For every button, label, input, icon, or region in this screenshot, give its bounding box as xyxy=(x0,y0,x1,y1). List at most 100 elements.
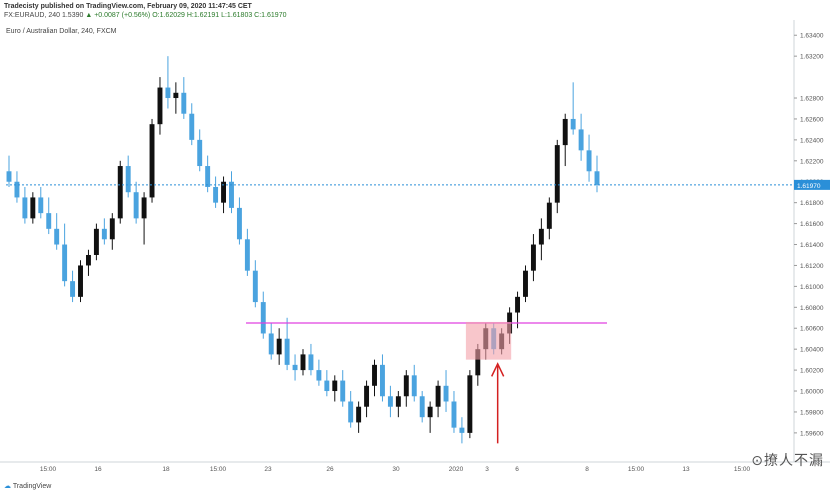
candle-body[interactable] xyxy=(30,197,36,219)
x-tick-label: 13 xyxy=(682,466,690,473)
candle-body[interactable] xyxy=(109,218,115,240)
candle-body[interactable] xyxy=(530,244,536,271)
candle-body[interactable] xyxy=(181,92,187,114)
candle-body[interactable] xyxy=(236,207,242,240)
candle-body[interactable] xyxy=(419,396,425,418)
y-tick-label: 1.60600 xyxy=(800,326,824,333)
y-tick-label: 1.59800 xyxy=(800,409,824,416)
candle-body[interactable] xyxy=(213,186,219,203)
x-tick-label: 18 xyxy=(162,466,170,473)
candle-body[interactable] xyxy=(229,181,234,208)
candle-body[interactable] xyxy=(244,239,250,271)
candle-body[interactable] xyxy=(197,139,203,167)
candle-body[interactable] xyxy=(316,370,322,381)
candle-body[interactable] xyxy=(554,145,560,203)
chart-header: Tradecisty published on TradingView.com,… xyxy=(4,2,286,20)
candle-body[interactable] xyxy=(467,375,473,433)
x-tick-label: 16 xyxy=(94,466,102,473)
candle-body[interactable] xyxy=(173,92,179,99)
y-tick-label: 1.62600 xyxy=(800,116,824,123)
candle-body[interactable] xyxy=(308,354,314,371)
candle-body[interactable] xyxy=(268,333,274,355)
candle-body[interactable] xyxy=(133,192,139,219)
candle-body[interactable] xyxy=(189,113,195,140)
candle-body[interactable] xyxy=(70,281,76,297)
candle-body[interactable] xyxy=(157,87,163,125)
candle-body[interactable] xyxy=(546,202,552,229)
y-tick-label: 1.61600 xyxy=(800,221,824,228)
symbol-info: FX:EURAUD, 240 1.5390 xyxy=(4,12,84,19)
candle-body[interactable] xyxy=(78,265,83,297)
candle-body[interactable] xyxy=(101,228,107,240)
candle-body[interactable] xyxy=(372,364,377,386)
candle-body[interactable] xyxy=(117,166,123,219)
retest-zone[interactable] xyxy=(465,321,512,360)
candle-body[interactable] xyxy=(252,270,258,303)
candle-body[interactable] xyxy=(284,338,290,365)
watermark: ⊙撩人不漏 xyxy=(751,453,824,469)
candle-body[interactable] xyxy=(22,197,28,219)
candle-body[interactable] xyxy=(538,228,544,245)
candle-body[interactable] xyxy=(205,166,211,187)
logo-text: TradingView xyxy=(12,483,52,490)
x-tick-label: 2020 xyxy=(449,466,464,473)
candle-body[interactable] xyxy=(125,166,131,193)
candle-body[interactable] xyxy=(356,406,362,423)
ohlc-values: O:1.62029 H:1.62191 L:1.61803 C:1.61970 xyxy=(152,12,287,19)
candle-body[interactable] xyxy=(570,118,576,130)
candle-body[interactable] xyxy=(395,396,401,407)
candle-body[interactable] xyxy=(475,349,481,376)
candle-body[interactable] xyxy=(221,181,227,203)
candle-body[interactable] xyxy=(46,213,52,229)
candle-body[interactable] xyxy=(411,375,417,397)
price-change: ▲ +0.0087 (+0.56%) xyxy=(85,12,151,19)
candle-body[interactable] xyxy=(364,385,370,407)
y-tick-label: 1.63200 xyxy=(800,54,824,61)
candle-body[interactable] xyxy=(38,197,44,214)
candle-body[interactable] xyxy=(340,380,346,402)
y-tick-label: 1.61800 xyxy=(800,200,824,207)
candle-body[interactable] xyxy=(300,354,306,371)
candle-body[interactable] xyxy=(515,296,521,313)
candle-body[interactable] xyxy=(348,401,354,423)
candle-body[interactable] xyxy=(403,375,409,397)
candle-body[interactable] xyxy=(459,427,465,433)
candle-body[interactable] xyxy=(586,150,592,172)
y-tick-label: 1.60400 xyxy=(800,347,824,354)
x-tick-label: 26 xyxy=(326,466,334,473)
candle-body[interactable] xyxy=(54,228,60,245)
y-tick-label: 1.61000 xyxy=(800,284,824,291)
arrow-head xyxy=(490,362,505,377)
candle-body[interactable] xyxy=(14,181,20,198)
y-tick-label: 1.60200 xyxy=(800,368,824,375)
x-tick-label: 3 xyxy=(485,466,489,473)
candle-body[interactable] xyxy=(427,406,433,418)
candle-body[interactable] xyxy=(387,396,393,407)
candle-body[interactable] xyxy=(324,380,330,392)
x-tick-label: 15:00 xyxy=(628,466,645,473)
candle-body[interactable] xyxy=(85,254,91,266)
candle-body[interactable] xyxy=(62,244,68,282)
candle-body[interactable] xyxy=(141,197,147,219)
y-tick-label: 1.60800 xyxy=(800,305,824,312)
candle-body[interactable] xyxy=(562,118,568,146)
candle-body[interactable] xyxy=(276,338,282,355)
candle-body[interactable] xyxy=(6,171,12,182)
candle-body[interactable] xyxy=(443,385,449,402)
candle-body[interactable] xyxy=(578,129,584,151)
candle-body[interactable] xyxy=(379,364,385,397)
candle-body[interactable] xyxy=(292,364,298,371)
x-tick-label: 30 xyxy=(392,466,400,473)
candle-body[interactable] xyxy=(93,228,99,255)
y-tick-label: 1.62800 xyxy=(800,96,824,103)
candle-body[interactable] xyxy=(523,270,528,297)
candle-body[interactable] xyxy=(435,385,441,407)
candle-body[interactable] xyxy=(260,302,266,334)
candle-body[interactable] xyxy=(451,401,457,428)
candle-body[interactable] xyxy=(332,380,338,392)
candle-body[interactable] xyxy=(594,171,600,185)
candle-body[interactable] xyxy=(165,87,171,99)
current-price-tag xyxy=(794,179,830,190)
candle-body[interactable] xyxy=(149,124,155,198)
